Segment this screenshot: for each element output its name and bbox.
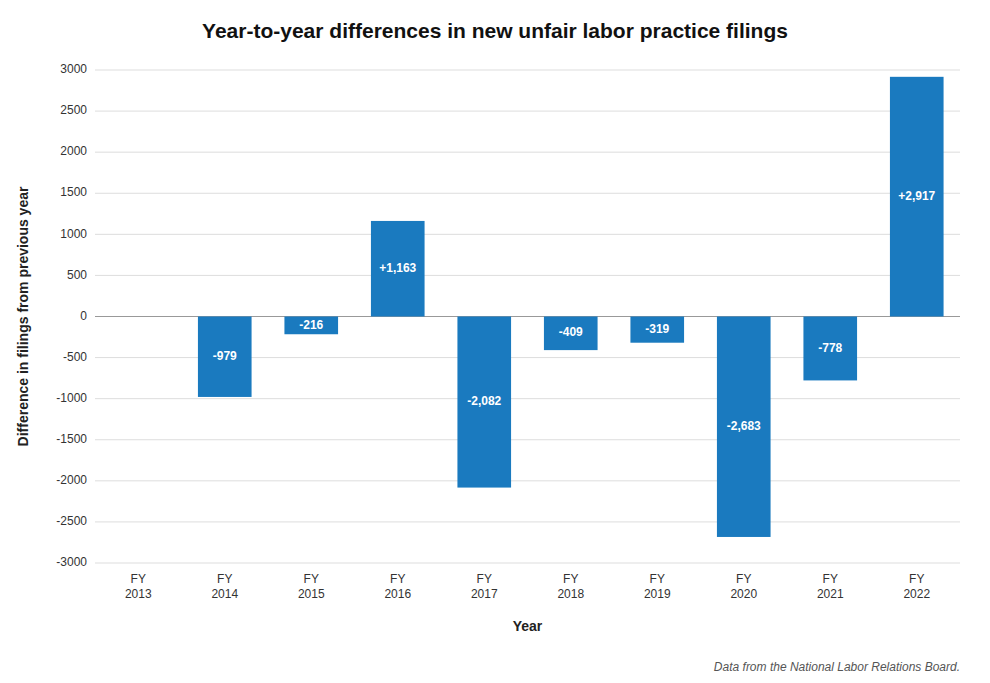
x-ticks: FY2013FY2014FY2015FY2016FY2017FY2018FY20… [125,572,931,601]
grid-line [95,70,960,71]
x-tick-label: FY2013 [125,572,152,601]
x-tick-label: FY2016 [384,572,411,601]
y-tick-label: -500 [63,350,87,364]
grid-line [95,193,960,194]
data-label: +2,917 [898,189,935,203]
x-axis-label: Year [513,618,543,634]
title: Year-to-year differences in new unfair l… [202,19,788,42]
y-tick-label: 500 [67,268,87,282]
x-tick-label-line: FY [131,572,146,586]
y-axis-label: Difference in filings from previous year [15,186,31,446]
y-tick-label: -2000 [56,473,87,487]
data-label: -319 [645,322,669,336]
x-tick-label: FY2020 [730,572,757,601]
grid-line [95,439,960,440]
grid-line [95,480,960,481]
y-tick-label: -1000 [56,391,87,405]
x-tick-label-line: FY [390,572,405,586]
x-tick-label-line: FY [217,572,232,586]
footnote: Data from the National Labor Relations B… [714,660,960,674]
grid-line [95,398,960,399]
x-tick-label-line: 2021 [817,587,844,601]
grid-line [95,521,960,522]
bars [198,77,944,537]
grid-line [95,111,960,112]
bar [198,317,252,397]
chart-svg: -3000 -2500 -2000 -1500 -1000 -500 0 500 1000 150… [0,0,990,683]
bar [803,317,857,381]
y-tick-label: -2500 [56,514,87,528]
y-tick-label: 1500 [60,185,87,199]
x-tick-label: FY2017 [471,572,498,601]
bar [111,316,165,317]
x-tick-label-line: 2019 [644,587,671,601]
x-tick-label: FY2019 [644,572,671,601]
y-tick-label: 2500 [60,103,87,117]
x-tick-label-line: 2017 [471,587,498,601]
x-tick-label-line: FY [650,572,665,586]
data-label: -778 [818,341,842,355]
bar [717,317,771,537]
grid-line [95,234,960,235]
x-tick-label-line: 2022 [903,587,930,601]
x-tick-label: FY2015 [298,572,325,601]
data-label: -2,683 [727,419,761,433]
data-label: -216 [299,318,323,332]
x-tick-label-line: 2016 [384,587,411,601]
y-tick-label: -1500 [56,432,87,446]
x-tick-label-line: 2015 [298,587,325,601]
x-tick-label-line: FY [477,572,492,586]
x-tick-label-line: 2014 [211,587,238,601]
grid-line [95,275,960,276]
y-tick-label: 1000 [60,227,87,241]
y-tick-label: 0 [80,309,87,323]
x-tick-label: FY2022 [903,572,930,601]
bar [457,317,511,488]
grid-line [95,152,960,153]
bar [371,221,425,317]
y-tick-label: 2000 [60,144,87,158]
bar [544,317,598,351]
y-ticks: -3000 -2500 -2000 -1500 -1000 -500 0 500 1000 150… [56,62,87,569]
x-tick-label-line: 2013 [125,587,152,601]
x-tick-label-line: 2020 [730,587,757,601]
x-tick-label: FY2018 [557,572,584,601]
y-tick-label: -3000 [56,555,87,569]
x-tick-label-line: 2018 [557,587,584,601]
grid-line [95,563,960,564]
bar [284,317,338,335]
chart-container: -3000 -2500 -2000 -1500 -1000 -500 0 500 1000 150… [0,0,990,683]
data-label: -2,082 [467,394,501,408]
x-tick-label-line: FY [304,572,319,586]
x-tick-label-line: FY [563,572,578,586]
data-labels: -979 -216 +1,163 -2,082 -409 -319 -2,683 -778 +2… [213,189,936,433]
x-tick-label: FY2014 [211,572,238,601]
x-tick-label-line: FY [736,572,751,586]
x-tick-label-line: FY [823,572,838,586]
x-tick-label: FY2021 [817,572,844,601]
bar [890,77,944,317]
data-label: -409 [559,325,583,339]
data-label: +1,163 [379,261,416,275]
data-label: -979 [213,349,237,363]
y-tick-label: 3000 [60,62,87,76]
grid [95,70,960,563]
bar [630,317,684,343]
x-tick-label-line: FY [909,572,924,586]
